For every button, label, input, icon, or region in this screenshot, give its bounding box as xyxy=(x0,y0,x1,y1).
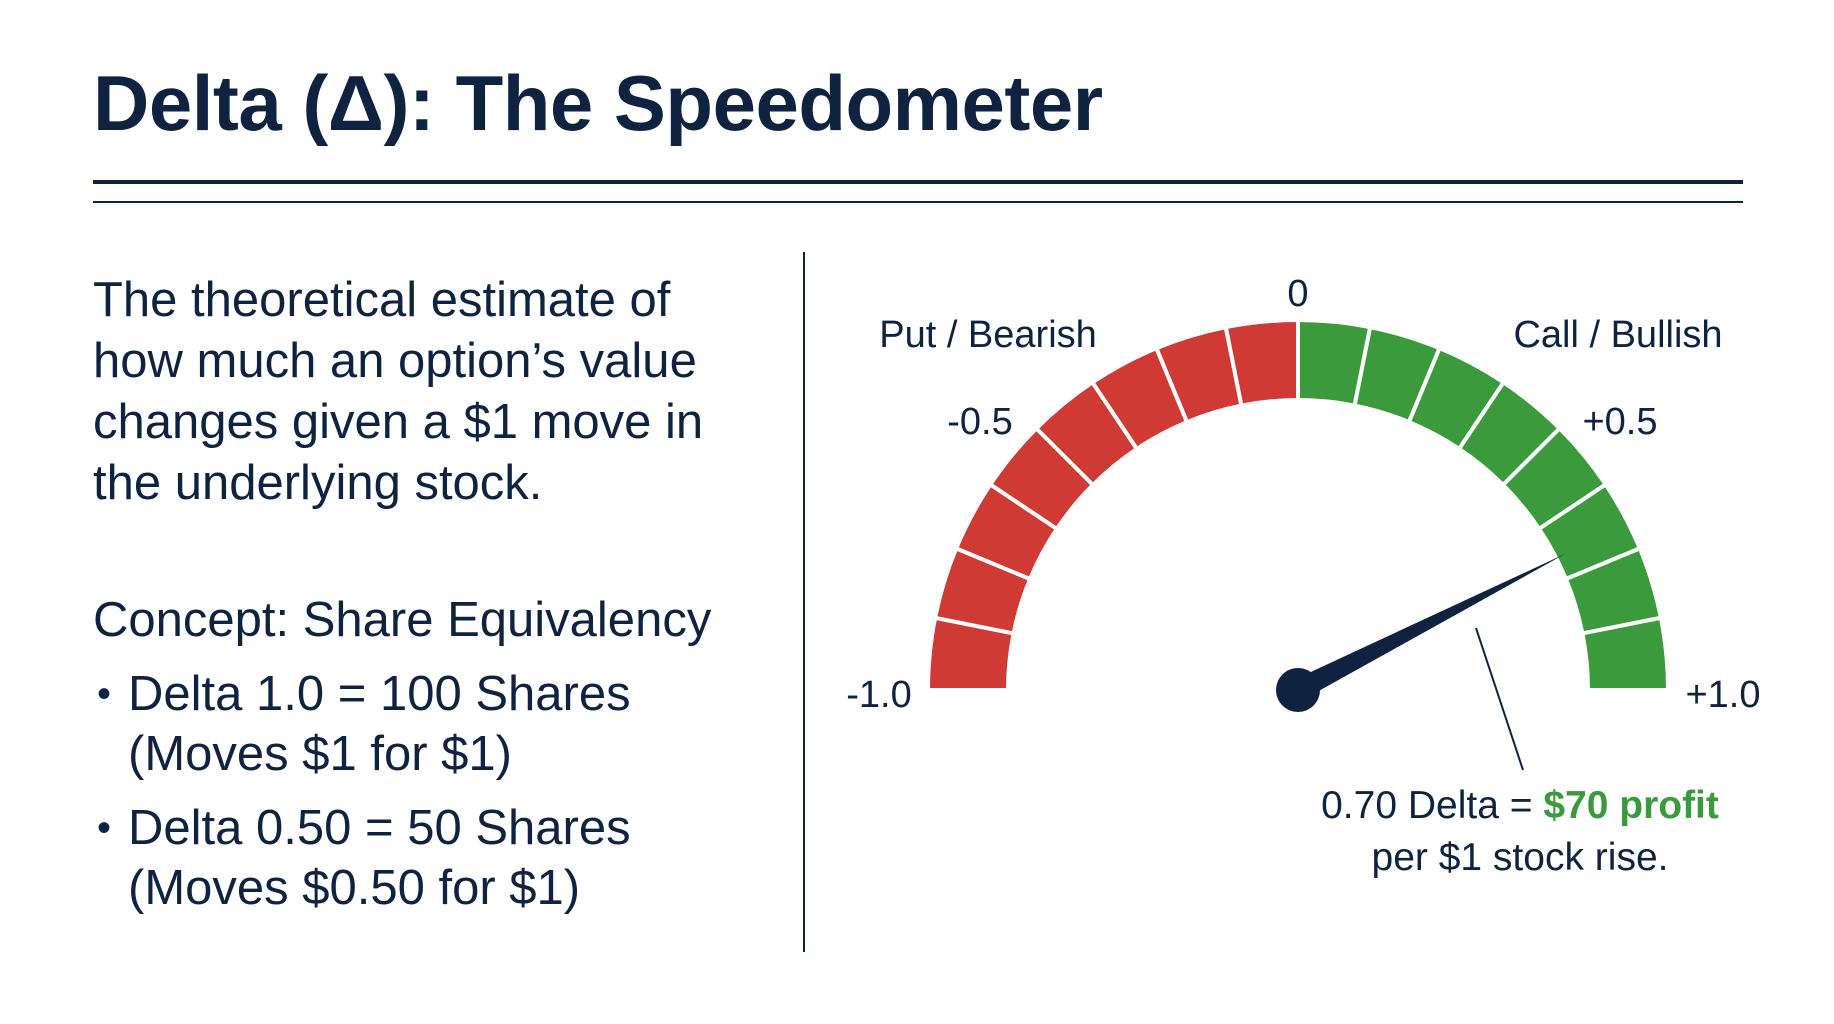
callout-line-1: 0.70 Delta = $70 profit xyxy=(1290,780,1750,832)
definition-text: The theoretical estimate of how much an … xyxy=(93,273,704,510)
callout-prefix: 0.70 Delta = xyxy=(1321,784,1544,827)
gauge-needle xyxy=(1276,553,1566,712)
callout-highlight: $70 profit xyxy=(1543,784,1719,827)
column-divider xyxy=(803,252,805,952)
bullet-line-2: (Moves $0.50 for $1) xyxy=(128,861,581,915)
gauge-segment xyxy=(1580,615,1671,692)
title-rule-thin xyxy=(93,201,1743,203)
bullet-line-2: (Moves $1 for $1) xyxy=(128,727,512,781)
concept-heading: Concept: Share Equivalency xyxy=(93,593,712,647)
bullet-dot-icon: • xyxy=(97,672,112,716)
concept-bullet: • Delta 1.0 = 100 Shares (Moves $1 for $… xyxy=(93,664,793,784)
left-column: The theoretical estimate of how much an … xyxy=(93,270,773,915)
callout-leader-line xyxy=(1475,627,1524,771)
call-bullish-label: Call / Bullish xyxy=(1513,314,1722,356)
callout-text: 0.70 Delta = $70 profit per $1 stock ris… xyxy=(1290,780,1750,884)
needle-hub xyxy=(1276,668,1320,712)
gauge-mid-pos-label: +0.5 xyxy=(1582,401,1657,443)
bullet-dot-icon: • xyxy=(97,806,112,850)
page-title: Delta (Δ): The Speedometer xyxy=(93,59,1103,147)
put-bearish-label: Put / Bearish xyxy=(879,314,1097,356)
bullet-line-1: Delta 0.50 = 50 Shares xyxy=(128,801,631,855)
gauge-min-label: -1.0 xyxy=(846,674,911,716)
concept-bullet-list: • Delta 1.0 = 100 Shares (Moves $1 for $… xyxy=(93,664,793,932)
needle-pointer xyxy=(1293,553,1566,700)
bullet-line-1: Delta 1.0 = 100 Shares xyxy=(128,667,631,721)
concept-bullet: • Delta 0.50 = 50 Shares (Moves $0.50 fo… xyxy=(93,798,793,918)
title-rule-thick xyxy=(93,180,1743,184)
gauge-segments xyxy=(925,317,1671,692)
gauge-max-label: +1.0 xyxy=(1685,674,1760,716)
gauge-mid-neg-label: -0.5 xyxy=(947,401,1012,443)
callout-line-2: per $1 stock rise. xyxy=(1371,836,1669,879)
gauge-zero-label: 0 xyxy=(1287,273,1308,315)
